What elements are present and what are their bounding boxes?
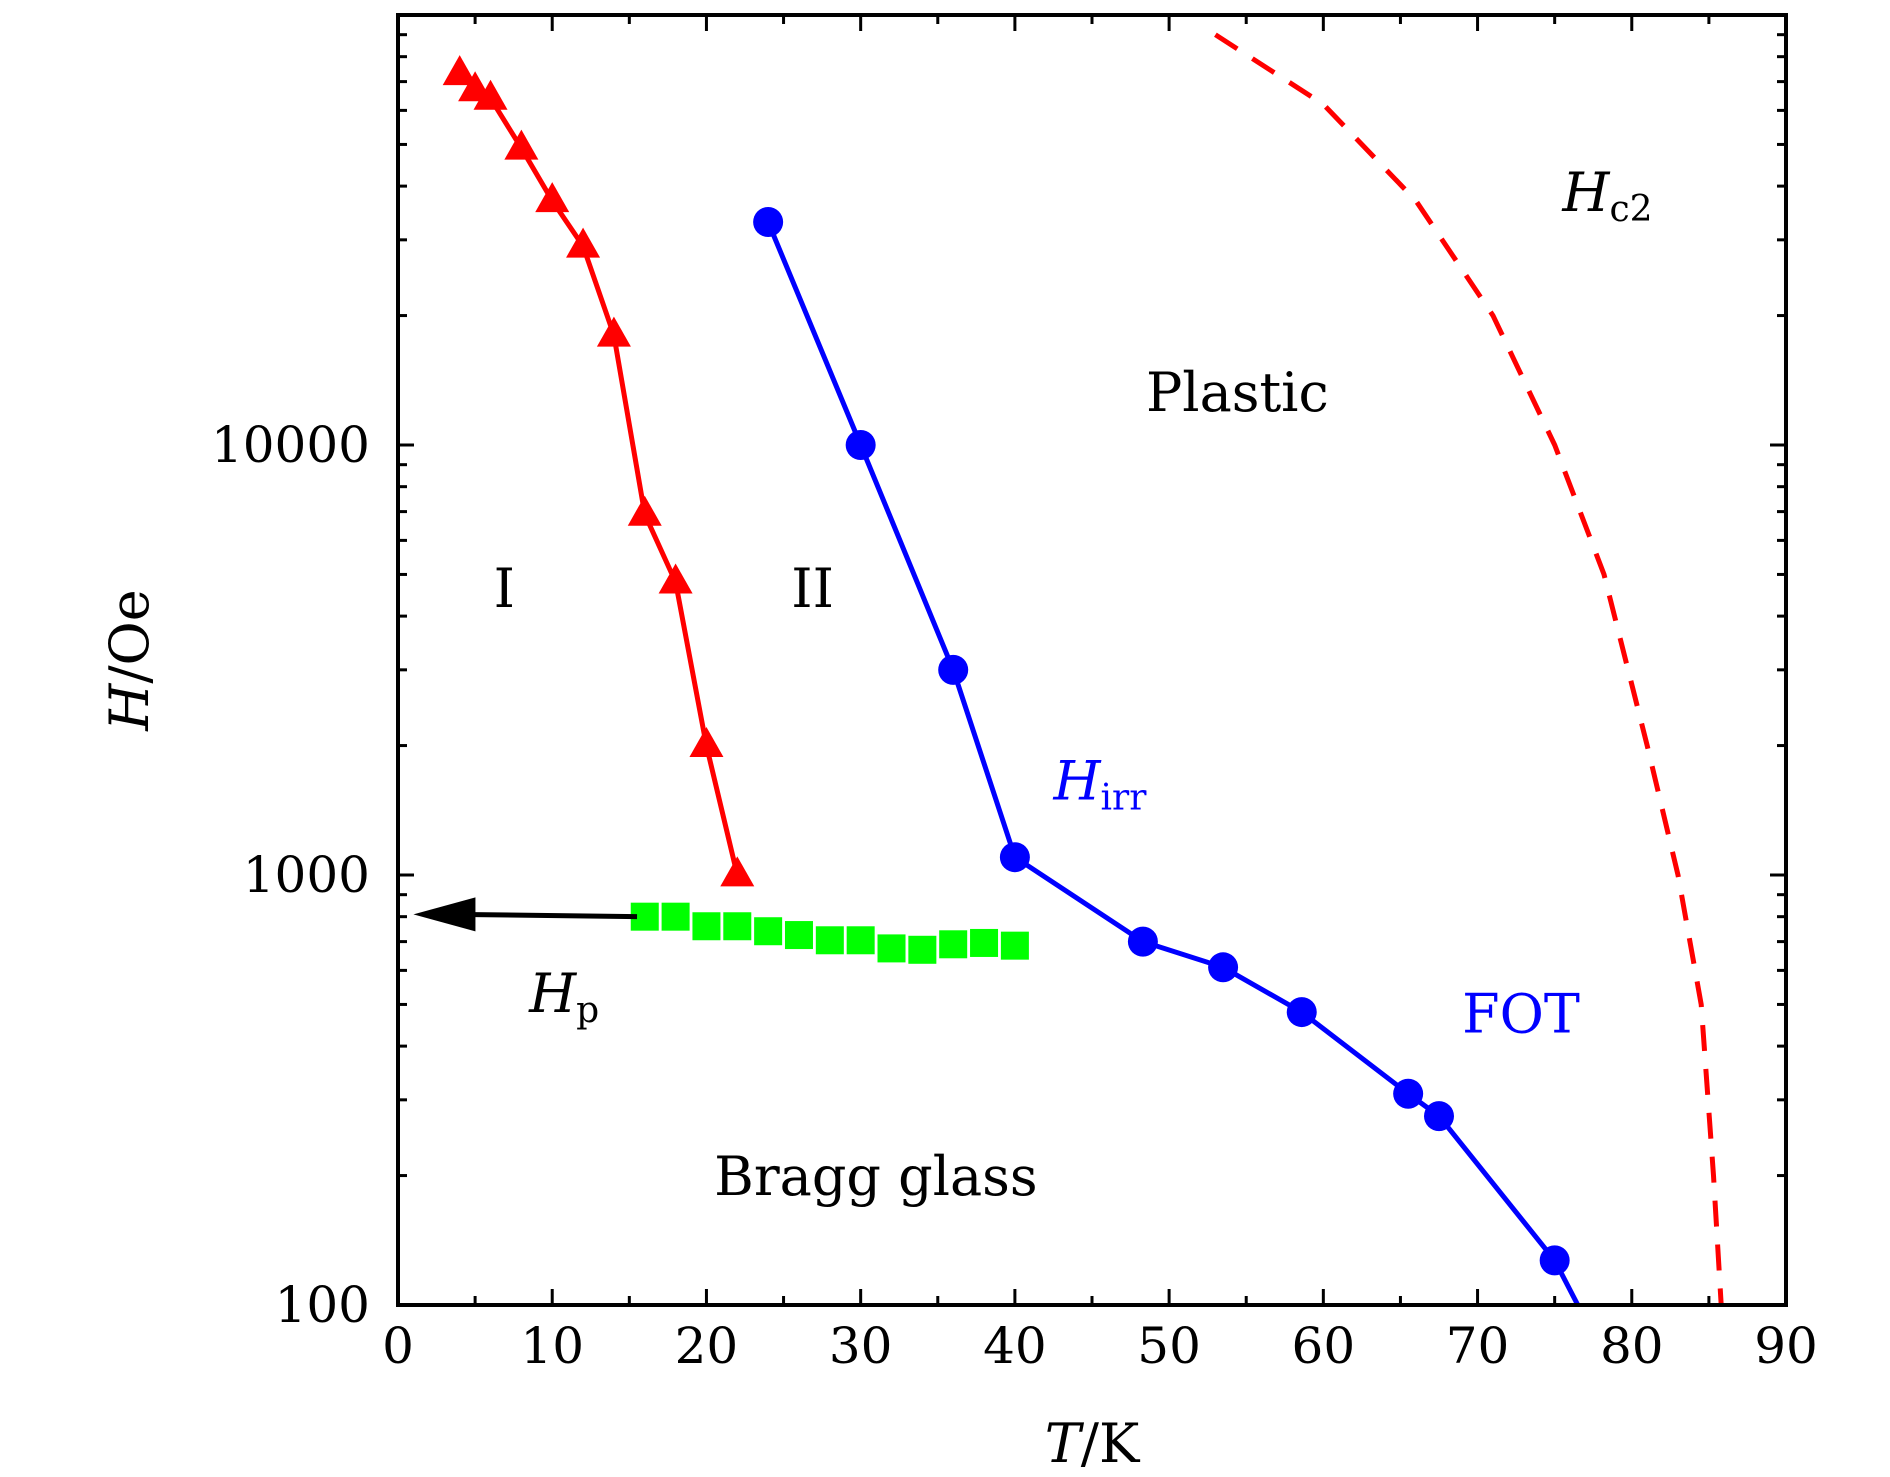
triangles-point — [627, 495, 662, 526]
x-tick-label: 50 — [1137, 1317, 1201, 1375]
hp-label-main: H — [528, 962, 577, 1025]
circles-point — [999, 842, 1030, 873]
y-tick-label: 100 — [275, 1276, 370, 1334]
axis-ticks: 0 10 20 30 40 50 60 70 80 90 100 1000 10000 — [211, 15, 1818, 1375]
x-tick-label: 90 — [1754, 1317, 1818, 1375]
hp-label: Hp — [528, 962, 599, 1031]
bragg-glass-label: Bragg glass — [714, 1145, 1037, 1208]
region-one-label: I — [494, 557, 515, 620]
data-layer — [413, 32, 1724, 1307]
squares-point — [1000, 931, 1029, 960]
circles-series-line — [765, 221, 1557, 1262]
squares-point — [939, 930, 968, 959]
x-axis-title-unit: K — [1099, 1412, 1141, 1475]
x-axis-title: T/K — [1045, 1412, 1141, 1475]
plastic-label: Plastic — [1146, 361, 1329, 424]
hirr-label-sub: irr — [1101, 777, 1148, 818]
squares-point — [815, 926, 844, 955]
squares-point — [723, 912, 752, 941]
hp-label-sub: p — [576, 990, 599, 1031]
hc2-label: Hc2 — [1561, 161, 1652, 230]
fot-label: FOT — [1462, 983, 1580, 1046]
squares-point — [661, 902, 690, 931]
circles-point — [1208, 952, 1239, 983]
y-axis-title-sep: / — [98, 665, 161, 684]
x-tick-label: 40 — [983, 1317, 1047, 1375]
circles-point — [845, 430, 876, 460]
circles-point — [1286, 997, 1317, 1028]
x-axis-title-main: T — [1045, 1412, 1085, 1475]
triangles-point — [596, 316, 631, 347]
region-two-label: II — [791, 557, 834, 620]
y-tick-label: 10000 — [211, 416, 370, 474]
circles-point — [1393, 1078, 1424, 1109]
squares-point — [784, 921, 813, 950]
triangles-point — [689, 726, 724, 757]
squares-point — [846, 926, 875, 955]
hp-arrow-shaft — [453, 911, 638, 920]
triangles-point — [720, 856, 755, 887]
circles-point — [938, 654, 969, 685]
hp-arrow-head — [413, 897, 476, 932]
triangles-point — [504, 129, 539, 160]
x-tick-label: 30 — [829, 1317, 893, 1375]
hc2-label-main: H — [1561, 161, 1610, 224]
squares-point — [754, 917, 783, 946]
x-tick-label: 10 — [520, 1317, 584, 1375]
squares-point — [692, 912, 721, 941]
triangles-point — [535, 182, 570, 213]
squares-point — [970, 928, 999, 957]
circles-point — [1424, 1101, 1454, 1132]
squares-point — [877, 934, 906, 963]
hirr-label-main: H — [1052, 749, 1101, 812]
y-axis-title-unit: Oe — [98, 589, 161, 665]
circles-point — [753, 207, 784, 238]
circles-point — [1539, 1245, 1570, 1276]
y-axis-title: H/Oe — [98, 589, 161, 732]
x-tick-label: 80 — [1600, 1317, 1664, 1375]
circles-point — [1127, 926, 1158, 957]
hc2-label-sub: c2 — [1609, 189, 1652, 230]
triangles-point — [658, 563, 693, 594]
x-tick-label: 0 — [382, 1317, 414, 1375]
y-tick-label: 1000 — [243, 846, 370, 904]
x-tick-label: 60 — [1292, 1317, 1356, 1375]
hirr-label: Hirr — [1052, 749, 1147, 818]
y-axis-title-main: H — [98, 683, 161, 732]
triangles-point — [566, 227, 601, 258]
hc2-curve-line — [1214, 32, 1724, 1306]
triangles-point — [442, 55, 477, 86]
x-tick-label: 70 — [1446, 1317, 1510, 1375]
x-tick-label: 20 — [675, 1317, 739, 1375]
squares-point — [908, 935, 937, 964]
triangles-point — [473, 79, 508, 110]
x-axis-title-sep: / — [1081, 1412, 1100, 1475]
